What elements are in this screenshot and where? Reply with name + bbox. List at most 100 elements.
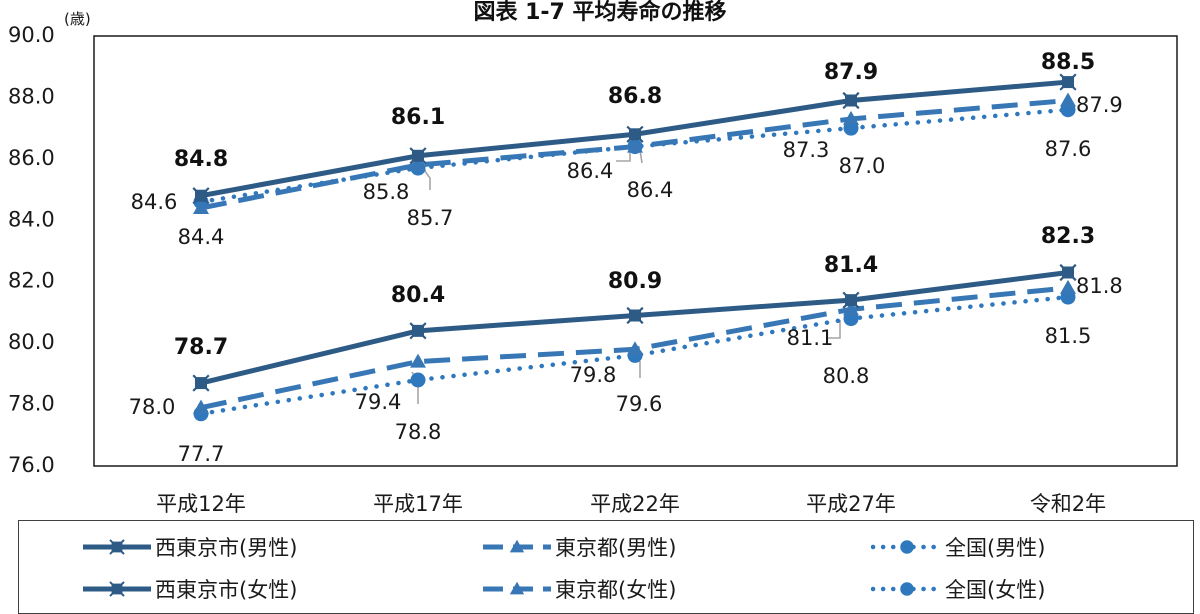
series-layer [192, 73, 1077, 422]
chart-title: 図表 1-7 平均寿命の推移 [473, 0, 726, 25]
x-tick-label: 平成22年 [590, 492, 680, 516]
star-marker [1059, 73, 1077, 91]
star-marker [109, 539, 125, 555]
legend-label: 西東京市(男性) [155, 536, 298, 560]
triangle-marker [627, 341, 643, 356]
star-marker-cross [192, 374, 210, 392]
data-label: 85.8 [363, 180, 410, 204]
star-marker [626, 125, 644, 143]
triangle-marker [627, 138, 643, 153]
series-1 [193, 279, 1076, 414]
data-label: 84.4 [178, 225, 225, 249]
data-label: 81.8 [1076, 274, 1123, 298]
data-label: 81.1 [787, 326, 834, 350]
y-tick-label: 86.0 [8, 146, 55, 170]
star-marker-cross [626, 306, 644, 325]
series-4 [193, 92, 1076, 214]
legend-label: 西東京市(女性) [155, 578, 298, 602]
triangle-marker [509, 581, 525, 595]
data-label: 87.6 [1045, 137, 1092, 161]
data-label: 84.8 [174, 147, 228, 172]
data-label: 81.4 [824, 253, 878, 278]
legend-item-nishitokyo-female: 西東京市(女性) [81, 569, 297, 609]
star-marker [192, 374, 210, 392]
data-label: 80.4 [391, 283, 445, 308]
triangle-marker [843, 110, 859, 125]
data-label: 79.6 [616, 392, 663, 416]
legend-item-tokyo-female: 東京都(女性) [481, 569, 676, 609]
triangle-marker [410, 353, 426, 368]
triangle-marker [193, 399, 209, 414]
data-label: 78.7 [174, 335, 228, 360]
data-label: 82.3 [1041, 224, 1095, 249]
star-marker [409, 322, 427, 340]
star-marker [409, 147, 427, 165]
legend: 西東京市(男性) 東京都(男性) 全国(男性) 西東京市(女性) 東京都(女性)… [18, 520, 1194, 614]
star-marker-cross [109, 581, 125, 597]
y-tick-label: 78.0 [8, 392, 55, 416]
data-label: 86.1 [391, 105, 445, 130]
y-tick-label: 76.0 [8, 453, 55, 477]
triangle-marker [1060, 92, 1076, 107]
data-label: 84.6 [131, 190, 178, 214]
star-marker [842, 91, 860, 110]
triangle-marker [509, 539, 525, 553]
y-axis-unit: (歳) [64, 10, 91, 28]
legend-item-nishitokyo-male: 西東京市(男性) [81, 527, 297, 567]
star-marker [842, 291, 860, 309]
x-axis: 平成12年 平成17年 平成22年 平成27年 令和2年 [156, 492, 1106, 516]
data-label: 88.5 [1041, 50, 1095, 75]
series-3 [192, 73, 1077, 205]
legend-swatch-circle-dot [871, 540, 943, 554]
leader-line [828, 320, 841, 339]
data-label: 86.4 [567, 159, 614, 183]
plot-area [93, 35, 1178, 467]
circle-marker [900, 582, 914, 596]
legend-item-national-male: 全国(男性) [871, 527, 1045, 567]
triangle-marker [193, 200, 209, 214]
legend-swatch-star-solid [83, 539, 151, 555]
star-marker [626, 306, 644, 325]
data-label: 78.8 [395, 420, 442, 444]
legend-swatch-star-solid [83, 581, 151, 597]
star-marker-cross [1059, 263, 1077, 282]
leader-line [616, 152, 631, 162]
legend-label: 東京都(女性) [555, 578, 677, 602]
triangle-marker [1060, 279, 1076, 294]
x-tick-label: 平成12年 [156, 492, 246, 516]
data-label: 87.9 [1076, 93, 1123, 117]
data-label: 80.8 [823, 364, 870, 388]
data-label: 86.8 [608, 84, 662, 109]
legend-swatch-circle-dot [871, 582, 943, 596]
data-label: 79.4 [355, 390, 402, 414]
star-marker-cross [409, 322, 427, 340]
data-label: 78.0 [129, 395, 176, 419]
data-label: 80.9 [608, 269, 662, 294]
y-axis: 76.0 78.0 80.0 82.0 84.0 86.0 88.0 90.0 [8, 23, 55, 477]
star-marker [192, 187, 210, 205]
legend-swatch-triangle-dash [483, 539, 551, 553]
circle-marker [900, 540, 914, 554]
y-tick-label: 90.0 [8, 23, 55, 47]
circle-marker [410, 372, 426, 388]
legend-label: 全国(女性) [945, 578, 1046, 602]
star-marker [1059, 263, 1077, 282]
series-line [198, 294, 1071, 417]
y-tick-label: 84.0 [8, 207, 55, 231]
x-tick-label: 平成27年 [806, 492, 896, 516]
data-label: 77.7 [178, 442, 225, 466]
star-marker-cross [842, 291, 860, 309]
legend-item-tokyo-male: 東京都(男性) [481, 527, 676, 567]
legend-item-national-female: 全国(女性) [871, 569, 1045, 609]
data-label: 79.8 [570, 363, 617, 387]
data-label: 85.7 [407, 206, 454, 230]
data-label: 87.0 [839, 154, 886, 178]
series-0 [192, 263, 1077, 392]
y-tick-label: 82.0 [8, 269, 55, 293]
data-label: 87.3 [783, 138, 830, 162]
data-labels: 78.7 80.4 80.9 81.4 82.3 79.4 79.8 81.1 81.8 77.7… [129, 50, 1123, 466]
star-marker-cross [626, 125, 644, 143]
star-marker-cross [192, 187, 210, 205]
legend-label: 全国(男性) [945, 536, 1046, 560]
legend-swatch-triangle-dash [483, 581, 551, 595]
